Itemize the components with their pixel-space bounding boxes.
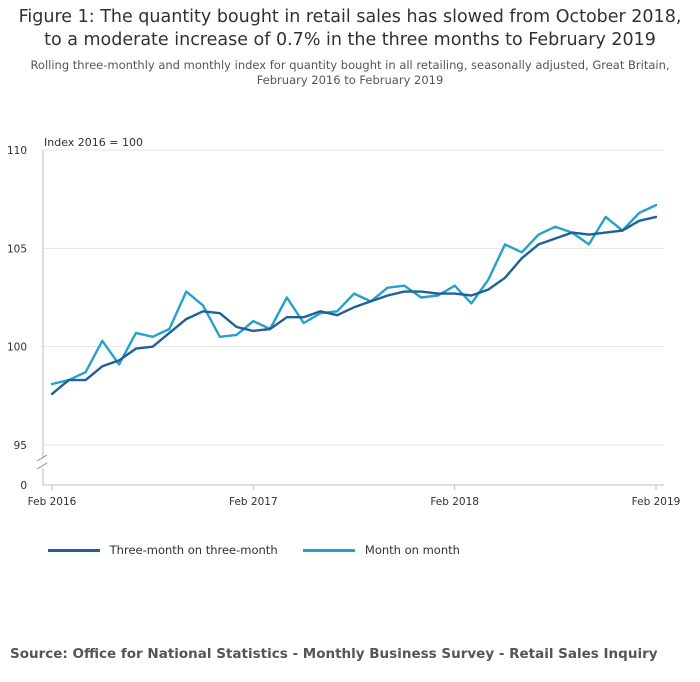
x-tick-label: Feb 2017 bbox=[229, 496, 278, 508]
legend-swatch-month bbox=[303, 548, 356, 552]
series-line-three-month bbox=[50, 215, 658, 396]
legend-label-month: Month on month bbox=[364, 542, 460, 557]
x-tick-label: Feb 2018 bbox=[430, 496, 479, 508]
chart-title-line2: to a moderate increase of 0.7% in the th… bbox=[44, 30, 656, 50]
y-tick-label: 105 bbox=[7, 243, 27, 255]
series-layer bbox=[50, 203, 658, 396]
y-tick-label: 95 bbox=[14, 440, 27, 452]
series-line-month bbox=[50, 203, 658, 386]
source-note: Source: Office for National Statistics -… bbox=[10, 646, 658, 662]
legend-item-month: Month on month bbox=[303, 543, 460, 557]
chart-subtitle-line1: Rolling three-monthly and monthly index … bbox=[30, 58, 670, 72]
legend-label-three-month: Three-month on three-month bbox=[109, 542, 278, 557]
axis-break-icon bbox=[36, 454, 48, 470]
legend-swatch-three-month bbox=[48, 548, 100, 552]
x-tick-label: Feb 2016 bbox=[28, 496, 77, 508]
chart-title: Figure 1: The quantity bought in retail … bbox=[0, 6, 700, 52]
grid-layer bbox=[43, 149, 664, 446]
y-axis-label: Index 2016 = 100 bbox=[44, 136, 143, 149]
legend-item-three-month: Three-month on three-month bbox=[48, 543, 278, 557]
x-tick-label: Feb 2019 bbox=[632, 496, 681, 508]
y-tick-label-zero: 0 bbox=[20, 480, 27, 492]
y-tick-label: 110 bbox=[7, 145, 27, 157]
y-tick-label: 100 bbox=[7, 342, 27, 354]
chart-subtitle-line2: February 2016 to February 2019 bbox=[256, 72, 444, 87]
chart-title-line1: Figure 1: The quantity bought in retail … bbox=[18, 7, 682, 27]
chart-subtitle: Rolling three-monthly and monthly index … bbox=[30, 58, 670, 87]
legend: Three-month on three-month Month on mont… bbox=[48, 542, 482, 557]
